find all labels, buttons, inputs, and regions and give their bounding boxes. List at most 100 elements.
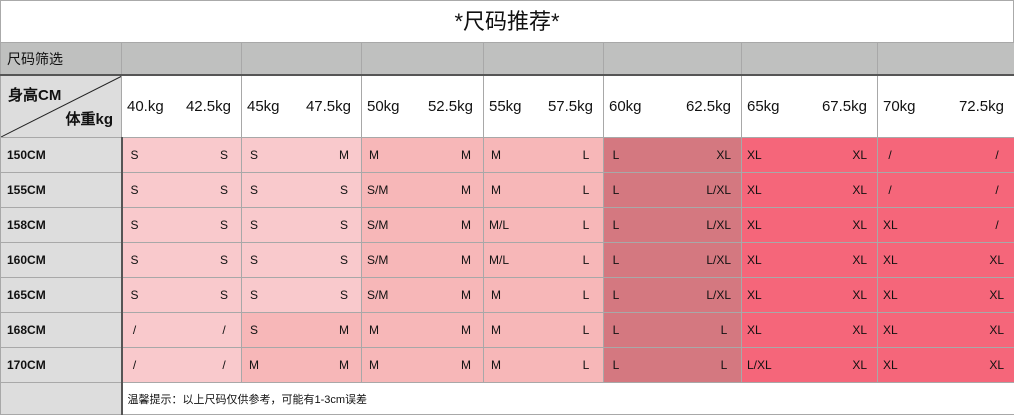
size-value: XL [852, 323, 867, 337]
size-value: M [489, 148, 503, 162]
filter-row: 尺码筛选 [1, 43, 1014, 76]
size-value: S [247, 218, 261, 232]
size-value: S/M [367, 253, 388, 267]
size-value: XL [883, 358, 898, 372]
size-value: / [217, 358, 231, 372]
size-value: XL [852, 253, 867, 267]
size-value: L [579, 148, 593, 162]
size-value: S [337, 253, 351, 267]
filter-cell[interactable] [242, 43, 362, 76]
size-value: S [337, 288, 351, 302]
size-value: / [128, 323, 142, 337]
size-value: L [609, 323, 623, 337]
size-value: XL [883, 253, 898, 267]
size-value: XL [989, 253, 1004, 267]
size-value: M [367, 323, 381, 337]
height-cell: 160CM [1, 243, 122, 278]
weight-value: 60kg [609, 98, 642, 115]
size-value: S [128, 183, 142, 197]
size-value: S [128, 218, 142, 232]
size-cell: XL XL [742, 313, 878, 348]
weight-value: 42.5kg [186, 98, 231, 115]
size-cell: S/M M [362, 243, 484, 278]
size-value: M [337, 323, 351, 337]
height-cell: 165CM [1, 278, 122, 313]
size-value: L/XL [706, 218, 731, 232]
size-value: S [247, 288, 261, 302]
weight-value: 52.5kg [428, 98, 473, 115]
size-value: XL [747, 148, 762, 162]
size-value: M [459, 253, 473, 267]
size-value: S [217, 183, 231, 197]
size-value: M [489, 323, 503, 337]
size-value: / [883, 148, 897, 162]
height-cell: 150CM [1, 138, 122, 173]
size-value: L/XL [706, 288, 731, 302]
page-title: *尺码推荐* [0, 0, 1014, 43]
size-value: S [247, 148, 261, 162]
filter-cell[interactable] [484, 43, 604, 76]
size-value: L [579, 323, 593, 337]
size-value: S [247, 183, 261, 197]
size-value: / [217, 323, 231, 337]
size-value: M [247, 358, 261, 372]
size-value: XL [852, 148, 867, 162]
weight-label: 体重kg [65, 108, 113, 129]
size-value: XL [747, 183, 762, 197]
size-cell: XL XL [878, 243, 1014, 278]
filter-label[interactable]: 尺码筛选 [1, 43, 122, 76]
size-value: M [459, 288, 473, 302]
filter-cell[interactable] [604, 43, 742, 76]
size-value: XL [883, 323, 898, 337]
size-value: L [579, 218, 593, 232]
size-value: M [367, 358, 381, 372]
weight-value: 45kg [247, 98, 280, 115]
weight-value: 67.5kg [822, 98, 867, 115]
height-cell: 158CM [1, 208, 122, 243]
filter-cell[interactable] [362, 43, 484, 76]
filter-cell[interactable] [122, 43, 242, 76]
size-value: S [217, 253, 231, 267]
size-value: L [609, 253, 623, 267]
size-value: XL [716, 148, 731, 162]
size-value: S [128, 253, 142, 267]
size-value: M [459, 323, 473, 337]
size-value: L [717, 358, 731, 372]
filter-cell[interactable] [742, 43, 878, 76]
size-value: L/XL [747, 358, 772, 372]
size-value: XL [747, 323, 762, 337]
filter-cell[interactable] [878, 43, 1014, 76]
size-value: / [883, 183, 897, 197]
size-cell: // [878, 173, 1014, 208]
size-value: M [459, 183, 473, 197]
size-value: S [247, 253, 261, 267]
size-value: XL [852, 288, 867, 302]
height-cell: 168CM [1, 313, 122, 348]
size-value: XL [852, 218, 867, 232]
